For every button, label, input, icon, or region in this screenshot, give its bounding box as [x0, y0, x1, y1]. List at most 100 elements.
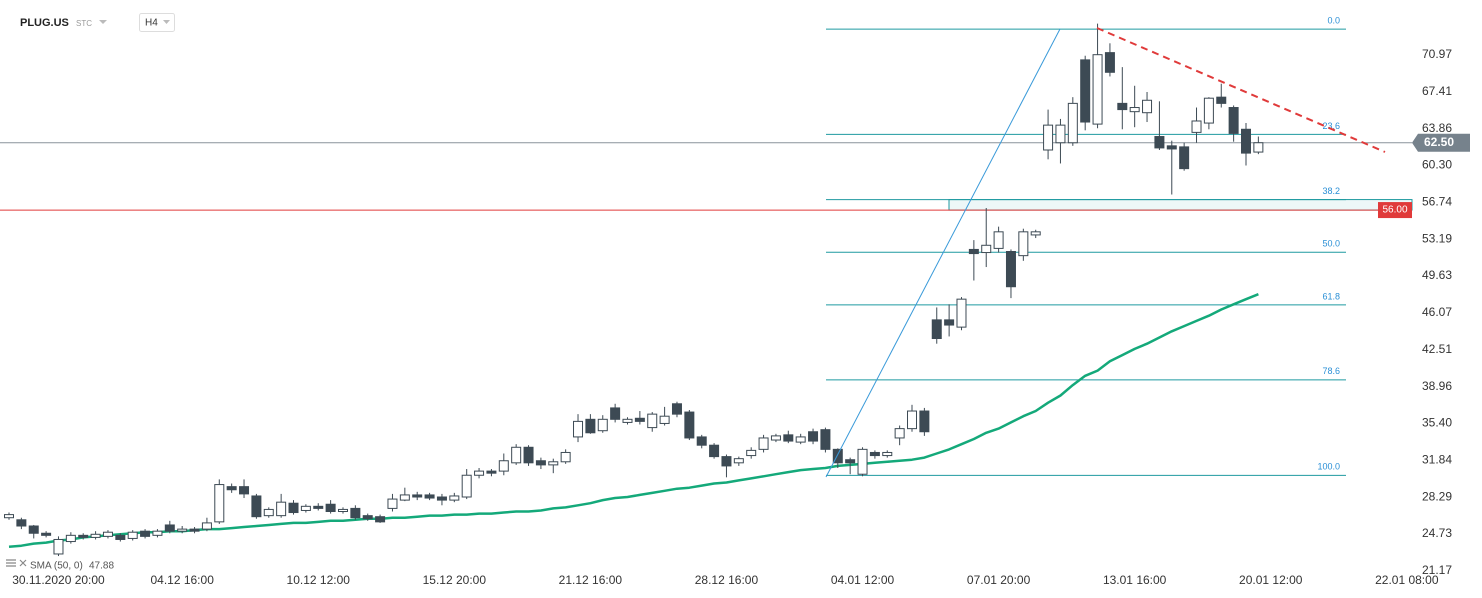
candle-body — [808, 431, 819, 442]
fib-label: 38.2 — [1322, 186, 1340, 196]
candle-body — [696, 436, 707, 446]
candle-body — [288, 502, 299, 514]
candle — [362, 513, 373, 521]
candle-body — [498, 460, 509, 472]
candle — [276, 493, 287, 518]
candle — [313, 503, 324, 511]
candle-body — [820, 429, 831, 450]
candle-body — [226, 486, 237, 491]
legend-icon[interactable] — [6, 559, 16, 567]
y-tick-label: 53.19 — [1422, 231, 1452, 245]
candle — [41, 531, 52, 538]
interval-caret[interactable] — [163, 20, 170, 24]
candle — [1067, 97, 1078, 146]
candle-body — [1166, 145, 1177, 150]
candle — [28, 524, 39, 539]
candle-body — [28, 525, 39, 534]
candle — [251, 493, 262, 519]
candle-body — [832, 448, 843, 464]
candle — [808, 428, 819, 445]
candle — [770, 433, 781, 443]
candle — [164, 520, 175, 534]
candle — [746, 447, 757, 459]
candle — [1191, 107, 1202, 143]
candle — [1253, 136, 1264, 155]
candle-body — [622, 418, 633, 423]
candle-body — [610, 407, 621, 420]
candle-body — [573, 420, 584, 438]
candle-body — [313, 505, 324, 509]
candle-body — [1241, 128, 1251, 154]
candle-body — [944, 319, 955, 326]
candle — [869, 450, 880, 459]
candle-body — [919, 410, 930, 433]
candle — [127, 530, 138, 541]
candle — [659, 406, 670, 426]
candle-body — [1191, 120, 1202, 133]
candle-body — [201, 522, 212, 530]
candle-body — [1216, 96, 1227, 104]
candle — [1092, 23, 1103, 129]
candle — [1129, 85, 1140, 128]
candle-body — [127, 531, 138, 539]
candle — [919, 407, 930, 436]
candle — [78, 533, 89, 540]
candle-body — [102, 531, 113, 537]
candle-body — [845, 459, 856, 464]
candle-body — [907, 410, 918, 430]
market-caret[interactable] — [99, 20, 107, 24]
candle-body — [1055, 124, 1066, 144]
sma-line — [8, 293, 1259, 548]
candle — [486, 469, 497, 477]
candle-body — [1104, 52, 1115, 73]
interval-box[interactable] — [139, 13, 175, 32]
fib-label: 61.8 — [1322, 291, 1340, 301]
candle-body — [869, 451, 880, 457]
legend-close[interactable] — [19, 559, 27, 567]
indicator-legend: SMA (50, 0) 47.88 — [6, 559, 114, 572]
candle-body — [560, 451, 571, 463]
candle-body — [214, 484, 225, 523]
candle — [350, 505, 361, 520]
candle-body — [684, 411, 695, 439]
candle-body — [486, 470, 497, 474]
candle-body — [733, 458, 744, 464]
candle-body — [857, 448, 868, 475]
fib-diagonal — [825, 28, 1061, 478]
candle — [152, 529, 163, 538]
candle — [968, 240, 979, 281]
candle-body — [585, 418, 596, 434]
market[interactable]: STC — [76, 19, 92, 28]
candle — [548, 458, 559, 474]
interval[interactable]: H4 — [145, 18, 158, 29]
symbol: PLUG.US — [20, 17, 69, 29]
candle — [1018, 228, 1029, 261]
candle-body — [1228, 107, 1239, 134]
candle-body — [1067, 102, 1078, 144]
x-tick-label: 20.01 12:00 — [1239, 573, 1303, 587]
candle-body — [1142, 99, 1153, 114]
x-tick-label: 10.12 12:00 — [287, 573, 351, 587]
candle-body — [511, 446, 522, 464]
candle-body — [325, 503, 336, 513]
level-box — [1378, 202, 1412, 219]
candle-body — [177, 528, 188, 532]
candle — [461, 469, 472, 500]
candle — [795, 433, 806, 445]
candle-body — [412, 494, 423, 498]
candle — [449, 492, 460, 503]
candle — [1166, 140, 1177, 195]
y-tick-label: 38.96 — [1422, 379, 1452, 393]
candle — [436, 493, 447, 506]
candle-body — [993, 231, 1004, 249]
candle — [325, 500, 336, 514]
candle-body — [1203, 97, 1214, 124]
candle — [696, 434, 707, 449]
y-tick-label: 42.51 — [1422, 342, 1452, 356]
candle — [1043, 109, 1054, 160]
candle-body — [1129, 107, 1140, 113]
candle-body — [449, 495, 460, 501]
candle-body — [721, 456, 732, 467]
candle-body — [783, 434, 794, 442]
candle — [177, 526, 188, 534]
